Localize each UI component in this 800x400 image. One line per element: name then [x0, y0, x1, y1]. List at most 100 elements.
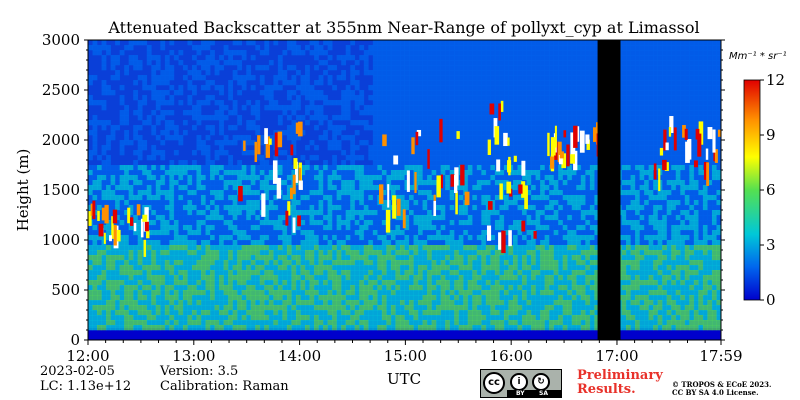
heatmap-cell [124, 120, 129, 126]
heatmap-cell [101, 325, 107, 331]
heatmap-cell [372, 300, 378, 306]
heatmap-cell [458, 105, 464, 111]
heatmap-cell [259, 260, 265, 266]
heatmap-cell [133, 185, 139, 191]
heatmap-cell [291, 50, 297, 56]
heatmap-cell [494, 105, 500, 111]
heatmap-cell [368, 290, 374, 296]
heatmap-cell [250, 215, 256, 221]
heatmap-cell [182, 240, 188, 246]
heatmap-cell [268, 225, 274, 231]
heatmap-cell [119, 310, 125, 316]
heatmap-cell [467, 235, 473, 241]
heatmap-cell [137, 290, 143, 296]
heatmap-cell [526, 175, 532, 181]
heatmap-cell [490, 125, 496, 131]
heatmap-cell [381, 165, 387, 171]
heatmap-cell [449, 300, 455, 306]
heatmap-cell [137, 200, 143, 206]
heatmap-cell [422, 285, 428, 291]
heatmap-cell [164, 290, 170, 296]
heatmap-cell [110, 65, 116, 71]
heatmap-cell [494, 235, 500, 241]
heatmap-cell [476, 55, 482, 61]
heatmap-cell [323, 40, 328, 46]
heatmap-cell [485, 300, 491, 306]
heatmap-cell [354, 250, 360, 256]
heatmap-cell [517, 305, 523, 311]
heatmap-cell [106, 285, 111, 291]
heatmap-cell [264, 265, 270, 271]
heatmap-cell [124, 275, 129, 281]
heatmap-cell [350, 280, 356, 286]
heatmap-cell [499, 120, 505, 126]
heatmap-cell [445, 230, 451, 236]
heatmap-cell [205, 170, 211, 176]
heatmap-cell [467, 100, 473, 106]
heatmap-cell [332, 170, 337, 176]
heatmap-cell [427, 320, 432, 326]
heatmap-cell [228, 230, 233, 236]
heatmap-cell [201, 280, 206, 286]
heatmap-cell [146, 305, 152, 311]
heatmap-cell [427, 195, 432, 201]
heatmap-cell [481, 65, 487, 71]
heatmap-cell [151, 245, 157, 251]
heatmap-cell [490, 235, 496, 241]
heatmap-cell [490, 240, 496, 246]
heatmap-cell [345, 325, 351, 331]
heatmap-cell [264, 205, 270, 211]
heatmap-cell [540, 260, 545, 266]
heatmap-cell [300, 195, 306, 201]
heatmap-cell [494, 180, 500, 186]
heatmap-cell [494, 80, 500, 86]
heatmap-cell [431, 175, 437, 181]
heatmap-cell [494, 245, 500, 251]
heatmap-cell [508, 315, 514, 321]
heatmap-cell [182, 265, 188, 271]
heatmap-cell [219, 105, 224, 111]
heatmap-cell [395, 150, 401, 156]
heatmap-cell [241, 190, 247, 196]
heatmap-cell [341, 250, 347, 256]
heatmap-cell [513, 45, 518, 51]
heatmap-cell [291, 195, 297, 201]
heatmap-cell [445, 215, 451, 221]
heatmap-cell [418, 165, 423, 171]
heatmap-cell [250, 185, 256, 191]
heatmap-cell [137, 40, 143, 46]
heatmap-cell [354, 120, 360, 126]
heatmap-cell [345, 50, 351, 56]
heatmap-cell [526, 220, 532, 226]
heatmap-cell [445, 245, 451, 251]
heatmap-cell [92, 300, 98, 306]
heatmap-cell [531, 165, 536, 171]
heatmap-cell [164, 120, 170, 126]
heatmap-cell [246, 125, 252, 131]
heatmap-cell [106, 310, 111, 316]
heatmap-cell [219, 250, 224, 256]
heatmap-cell [318, 105, 324, 111]
heatmap-cell [286, 275, 292, 281]
heatmap-cell [386, 160, 392, 166]
heatmap-cell [155, 100, 161, 106]
heatmap-cell [228, 160, 233, 166]
heatmap-cell [142, 145, 148, 151]
heatmap-cell [436, 95, 441, 101]
heatmap-cell [273, 235, 279, 241]
heatmap-cell [323, 60, 328, 66]
heatmap-cell [395, 325, 401, 331]
heatmap-cell [449, 225, 455, 231]
heatmap-cell [481, 250, 487, 256]
heatmap-cell [178, 220, 184, 226]
heatmap-cell [282, 110, 288, 116]
heatmap-cell [246, 265, 252, 271]
heatmap-cell [494, 240, 500, 246]
heatmap-cell [300, 185, 306, 191]
heatmap-cell [422, 300, 428, 306]
heatmap-cell [119, 225, 125, 231]
heatmap-cell [336, 75, 342, 81]
heatmap-cell [390, 315, 396, 321]
heatmap-cell [485, 210, 491, 216]
heatmap-cell [237, 175, 243, 181]
